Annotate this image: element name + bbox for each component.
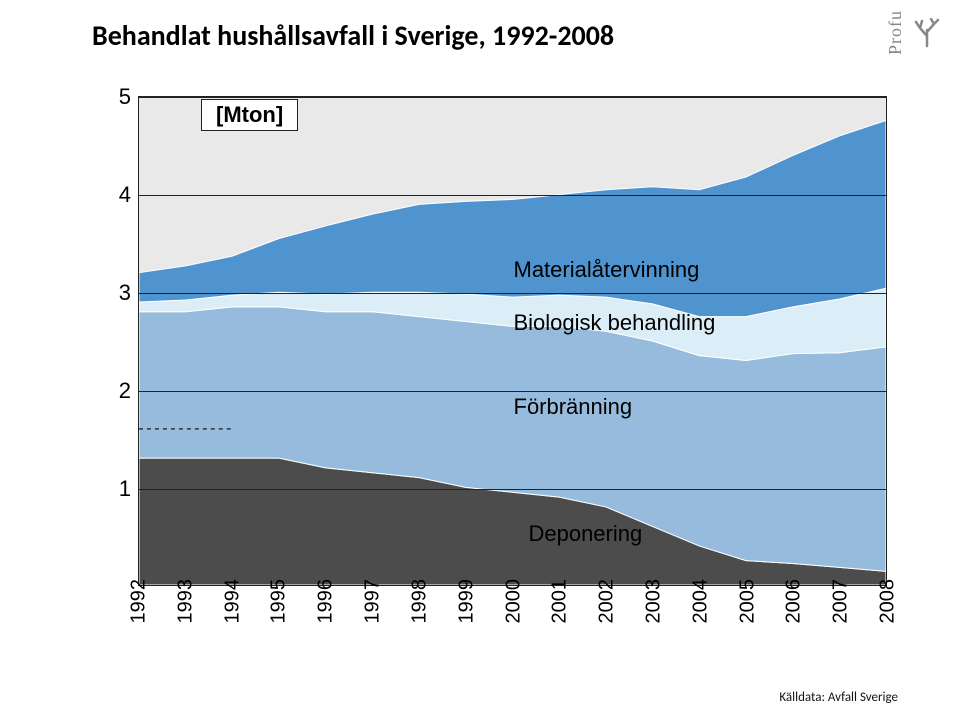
series-label-deponering: Deponering [528,521,642,547]
plot-area: [Mton] 123451992199319941995199619971998… [138,96,887,586]
ytick: 4 [109,182,131,208]
logo: Profu [885,10,942,55]
gridline [139,293,886,294]
xtick: 1998 [408,579,431,624]
stacked-areas [139,97,886,585]
ytick: 5 [109,84,131,110]
xtick: 2004 [689,579,712,624]
unit-label: [Mton] [201,99,298,131]
xtick: 1995 [268,579,291,624]
xtick: 1994 [221,579,244,624]
xtick: 2008 [877,579,900,624]
logo-text: Profu [885,10,906,55]
xtick: 2000 [502,579,525,624]
xtick: 2003 [642,579,665,624]
ytick: 3 [109,280,131,306]
xtick: 1997 [362,579,385,624]
series-label-material: Materialåtervinning [514,257,700,283]
gridline [139,97,886,98]
series-label-forbranning: Förbränning [514,394,633,420]
gridline [139,195,886,196]
logo-mark-icon [912,18,942,48]
source-text: Källdata: Avfall Sverige [779,690,898,705]
xtick: 2002 [596,579,619,624]
xtick: 1992 [128,579,151,624]
ytick: 1 [109,476,131,502]
gridline [139,489,886,490]
chart: [Mton] 123451992199319941995199619971998… [92,96,887,616]
ytick: 2 [109,378,131,404]
xtick: 1993 [174,579,197,624]
area-material [139,120,886,316]
xtick: 2007 [830,579,853,624]
series-label-biologisk: Biologisk behandling [514,310,716,336]
xtick: 2005 [736,579,759,624]
xtick: 1999 [455,579,478,624]
page-title: Behandlat hushållsavfall i Sverige, 1992… [92,18,614,53]
xtick: 1996 [315,579,338,624]
xtick: 2001 [549,579,572,624]
xtick: 2006 [783,579,806,624]
gridline [139,391,886,392]
